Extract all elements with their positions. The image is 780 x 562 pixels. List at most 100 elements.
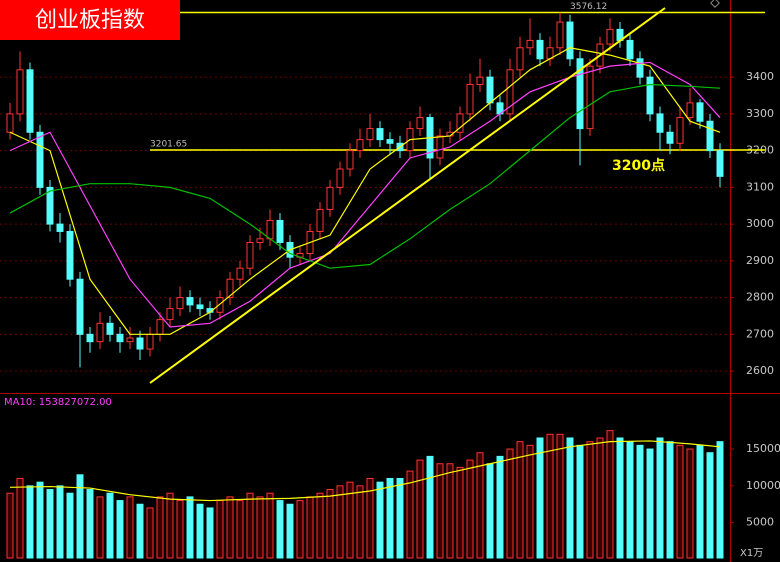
candle-body [646, 76, 654, 115]
volume-bar [16, 477, 24, 559]
volume-bar [676, 444, 684, 559]
candle-body [226, 278, 234, 299]
volume-bar [176, 500, 184, 559]
volume-bar [466, 459, 474, 559]
candle-body [176, 297, 184, 310]
candle-body [186, 297, 194, 306]
candle-body [66, 230, 74, 280]
volume-bar [506, 448, 514, 559]
candle-body [696, 102, 704, 122]
volume-bar [36, 481, 44, 559]
volume-bar [446, 463, 454, 559]
candle-body [476, 76, 484, 85]
candle-body [326, 186, 334, 210]
annotation: 3200点 [612, 157, 665, 174]
volume-bar [86, 489, 94, 559]
candle-body [656, 113, 664, 133]
y-tick-label: 15000 [746, 442, 780, 455]
candle-body [6, 113, 14, 133]
candle-body [76, 278, 84, 335]
y-tick-label: 2600 [746, 364, 774, 377]
volume-bar [166, 492, 174, 559]
volume-bar [366, 477, 374, 559]
volume-bar [696, 444, 704, 559]
candle-body [366, 128, 374, 141]
candle-body [606, 28, 614, 45]
unit-label: X1万 [740, 548, 763, 559]
volume-bar [526, 444, 534, 559]
volume-bar [456, 466, 464, 559]
volume-bar [356, 485, 364, 559]
volume-bar [26, 485, 34, 559]
volume-bar [426, 455, 434, 559]
volume-bar [46, 489, 54, 559]
y-tick-label: 10000 [746, 479, 780, 492]
volume-bar [686, 448, 694, 559]
level-label: 3576.12 [570, 2, 607, 12]
y-tick-label: 2900 [746, 254, 774, 267]
candle-body [16, 69, 24, 115]
y-tick-label: 3000 [746, 217, 774, 230]
trend-line [149, 7, 666, 384]
volume-bar [66, 492, 74, 559]
volume-bar [606, 430, 614, 559]
candle-body [716, 150, 724, 177]
candle-body [316, 208, 324, 232]
volume-bar [306, 496, 314, 559]
volume-bar [386, 477, 394, 559]
volume-bar [276, 500, 284, 559]
candle-body [386, 139, 394, 144]
y-tick-label: 3100 [746, 180, 774, 193]
volume-bar [226, 496, 234, 559]
ma-line [9, 83, 721, 269]
candle-body [86, 333, 94, 343]
volume-bar [286, 503, 294, 559]
volume-bar [136, 503, 144, 559]
title-box [0, 0, 180, 40]
candle-body [126, 337, 134, 343]
volume-bar [106, 492, 114, 559]
volume-bar [536, 437, 544, 559]
candle-body [146, 333, 154, 350]
candle-body [276, 219, 284, 243]
candle-body [456, 113, 464, 133]
candle-body [536, 39, 544, 60]
volume-bar [296, 500, 304, 559]
ma-line [9, 61, 721, 328]
volume-bar [216, 500, 224, 559]
candle-body [566, 21, 574, 60]
candle-body [586, 65, 594, 130]
volume-bar [486, 463, 494, 559]
volume-bar [626, 441, 634, 559]
icon [710, 0, 720, 8]
volume-bar [436, 463, 444, 559]
candle-body [56, 223, 64, 232]
candle-body [706, 120, 714, 152]
volume-bar [186, 496, 194, 559]
candle-body [156, 319, 164, 335]
candle-body [676, 117, 684, 144]
volume-bar [396, 477, 404, 559]
volume-bar [96, 496, 104, 559]
volume-bar [336, 485, 344, 559]
candle-body [136, 337, 144, 350]
volume-bar [706, 452, 714, 559]
candle-body [356, 139, 364, 152]
volume-bar [666, 441, 674, 559]
candle-body [636, 58, 644, 78]
candle-body [576, 58, 584, 130]
y-tick-label: 2700 [746, 327, 774, 340]
candle-body [236, 267, 244, 280]
volume-bar [156, 496, 164, 559]
volume-bar [126, 496, 134, 559]
volume-bar [6, 492, 14, 559]
candle-body [106, 322, 114, 335]
candle-body [166, 308, 174, 321]
candle-body [266, 219, 274, 240]
volume-bar [586, 441, 594, 559]
level-label: 3201.65 [150, 140, 187, 150]
candle-body [626, 39, 634, 60]
candle-body [336, 168, 344, 188]
